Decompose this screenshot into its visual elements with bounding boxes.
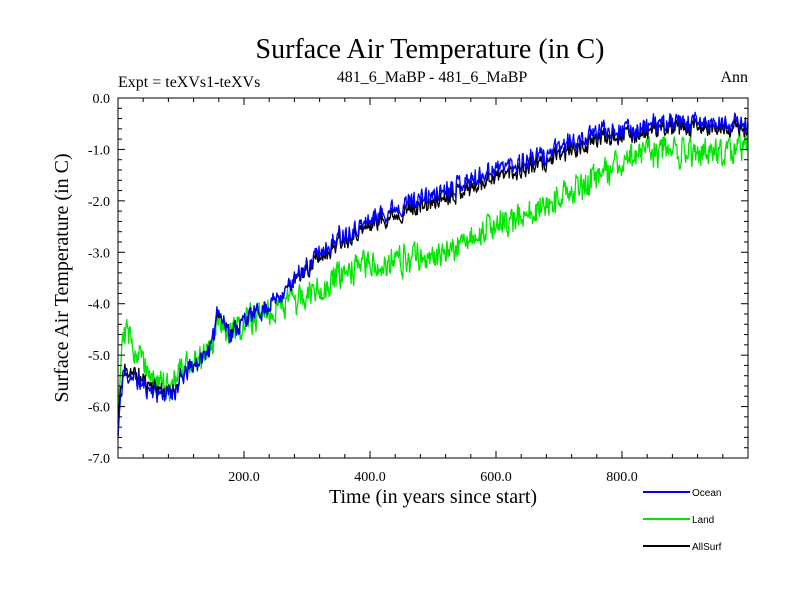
subtitle-right: Ann [720,69,748,86]
x-axis-label: Time (in years since start) [329,486,537,508]
legend-label-ocean: Ocean [692,488,721,499]
chart-title: Surface Air Temperature (in C) [256,34,605,65]
y-tick-label: -1.0 [88,143,110,158]
y-tick-label: -7.0 [88,452,110,467]
x-tick-label: 600.0 [480,470,512,485]
series-line-land [117,132,749,440]
y-tick-label: -6.0 [88,401,110,416]
y-tick-label: -3.0 [88,246,110,261]
subtitle-center: 481_6_MaBP - 481_6_MaBP [337,69,528,86]
x-tick-label: 400.0 [354,470,386,485]
legend: Ocean Land AllSurf [643,488,722,553]
y-axis-label: Surface Air Temperature (in C) [51,153,73,402]
y-tick-label: -4.0 [88,298,110,313]
y-tick-label: -5.0 [88,349,110,364]
subtitle-left: Expt = teXVs1-teXVs [118,74,260,91]
y-tick-label: 0.0 [93,92,111,107]
x-tick-label: 800.0 [606,470,638,485]
legend-label-allsurf: AllSurf [692,542,722,553]
x-tick-label: 200.0 [228,470,260,485]
plot-frame [117,97,749,459]
series-line-ocean [117,111,749,438]
legend-label-land: Land [692,515,714,526]
y-tick-label: -2.0 [88,195,110,210]
